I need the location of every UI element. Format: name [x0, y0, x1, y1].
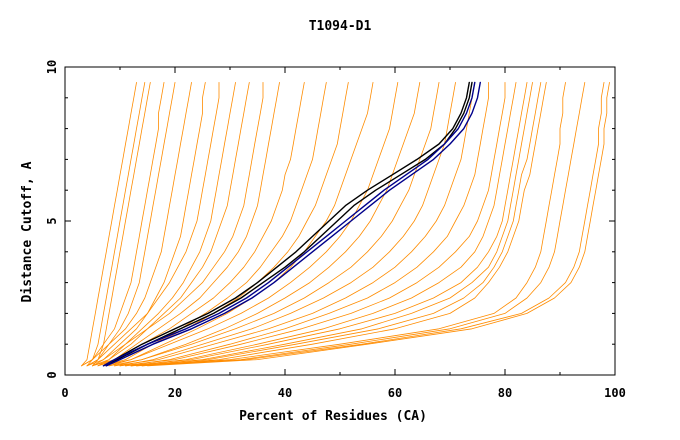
series-line-orange-1 — [86, 82, 146, 367]
series-line-orange-28 — [130, 82, 566, 367]
chart-title: T1094-D1 — [309, 19, 372, 34]
series-line-orange-17 — [114, 82, 421, 367]
series-line-orange-2 — [92, 82, 151, 367]
y-axis-label: Distance Cutoff, A — [20, 161, 35, 302]
series-line-black-33 — [105, 81, 473, 367]
series-line-orange-20 — [114, 82, 476, 367]
series-line-orange-4 — [86, 82, 176, 367]
series-line-orange-9 — [92, 82, 250, 367]
x-tick-label: 100 — [604, 386, 626, 400]
series-line-orange-30 — [136, 82, 605, 367]
series-line-orange-5 — [81, 82, 192, 367]
series-line-orange-27 — [141, 82, 547, 367]
series-line-orange-21 — [125, 82, 489, 367]
series-line-orange-12 — [92, 82, 305, 367]
series-line-orange-8 — [97, 82, 236, 367]
x-axis-label: Percent of Residues (CA) — [239, 409, 427, 424]
series-line-orange-14 — [97, 82, 349, 367]
y-axis: 0 5 10 — [45, 60, 615, 379]
series-line-blue-35 — [105, 81, 481, 367]
x-tick-label: 20 — [168, 386, 182, 400]
x-axis: 0 20 40 60 80 100 — [61, 67, 626, 400]
series-line-orange-24 — [125, 82, 528, 367]
series-line-orange-18 — [108, 82, 440, 367]
series-line-orange-22 — [119, 82, 506, 367]
x-tick-label: 40 — [278, 386, 292, 400]
curves-layer — [81, 81, 610, 367]
x-tick-label: 0 — [61, 386, 68, 400]
series-line-orange-31 — [147, 82, 610, 367]
series-line-orange-3 — [81, 82, 165, 367]
series-line-orange-23 — [130, 82, 517, 367]
series-line-orange-25 — [136, 82, 533, 367]
y-tick-label: 10 — [45, 60, 59, 74]
series-line-orange-19 — [119, 82, 456, 367]
y-tick-label: 0 — [45, 371, 59, 378]
series-line-orange-16 — [103, 82, 399, 367]
series-line-orange-0 — [81, 82, 137, 367]
series-line-orange-6 — [92, 82, 206, 367]
series-line-orange-26 — [130, 82, 542, 367]
series-line-black-32 — [102, 81, 470, 367]
y-tick-label: 5 — [45, 217, 59, 224]
x-tick-label: 60 — [388, 386, 402, 400]
series-line-orange-11 — [97, 82, 280, 367]
series-line-orange-10 — [86, 82, 264, 367]
x-tick-label: 80 — [498, 386, 512, 400]
series-line-blue-34 — [102, 81, 476, 367]
series-line-orange-7 — [86, 82, 220, 367]
series-line-orange-29 — [141, 82, 586, 367]
